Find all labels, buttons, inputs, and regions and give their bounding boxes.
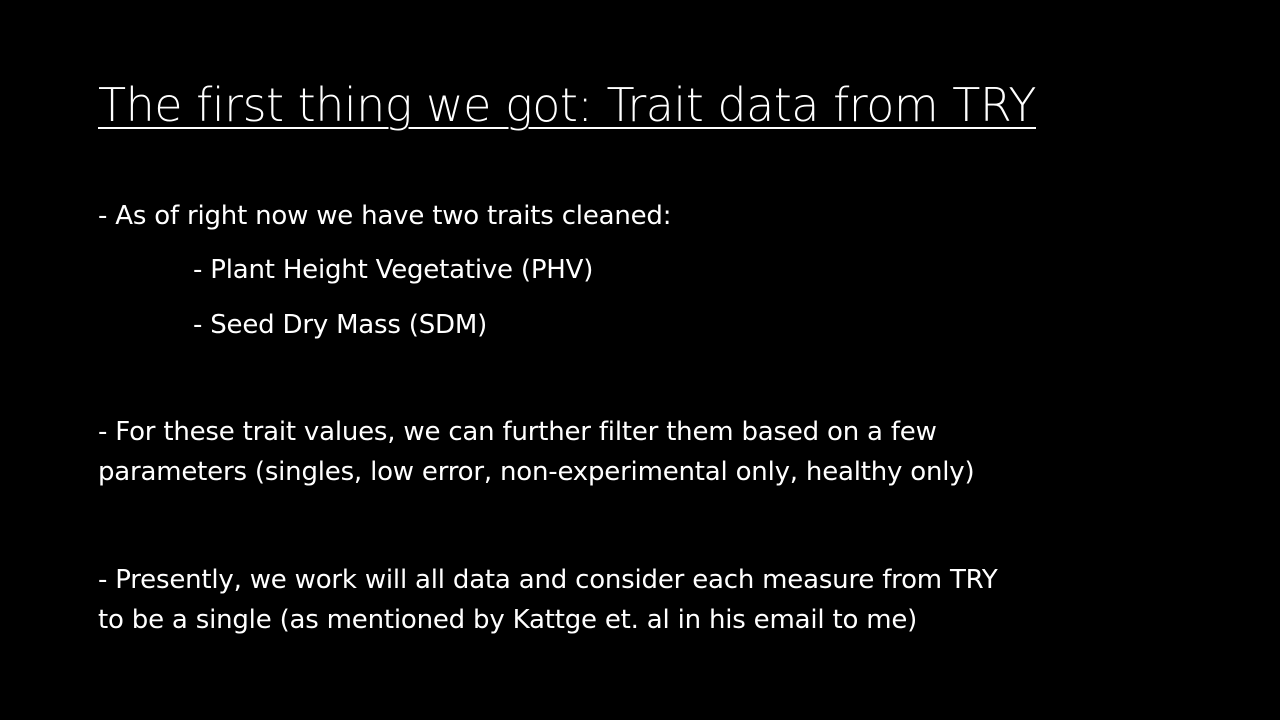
sub-bullet-sdm: - Seed Dry Mass (SDM): [193, 310, 488, 340]
bullet-presently-line-1: - Presently, we work will all data and c…: [98, 565, 998, 595]
bullet-presently-line-2: to be a single (as mentioned by Kattge e…: [98, 605, 918, 635]
bullet-filter-line-1: - For these trait values, we can further…: [98, 417, 937, 447]
sub-bullet-phv: - Plant Height Vegetative (PHV): [193, 255, 594, 285]
bullet-traits-cleaned: - As of right now we have two traits cle…: [98, 201, 672, 231]
bullet-filter-line-2: parameters (singles, low error, non-expe…: [98, 457, 975, 487]
slide-title: The first thing we got: Trait data from …: [98, 78, 1037, 132]
